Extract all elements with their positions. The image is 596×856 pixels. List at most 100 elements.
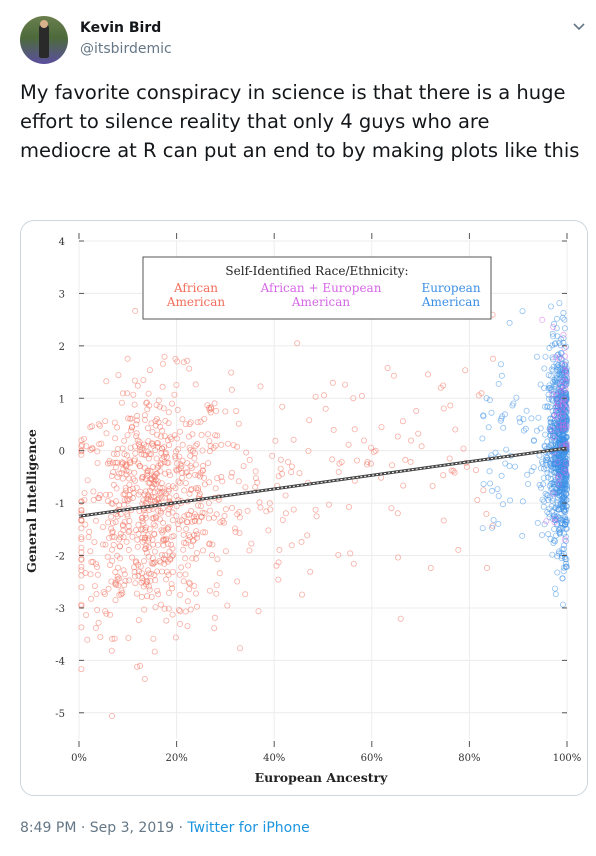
scatter-point-european-american: [510, 400, 517, 407]
scatter-point-african-american: [164, 540, 171, 547]
scatter-point-african-american: [363, 461, 370, 468]
scatter-point-african-american: [394, 433, 401, 440]
chart-legend: Self-Identified Race/Ethnicity: African …: [142, 256, 492, 320]
scatter-point-african-american: [165, 506, 172, 513]
scatter-point-african-american: [325, 501, 332, 508]
scatter-point-european-american: [546, 482, 553, 489]
scatter-point-african-american: [104, 497, 111, 504]
scatter-point-european-american: [560, 485, 567, 492]
scatter-point-african-american: [321, 392, 328, 399]
scatter-point-african-american: [483, 564, 490, 571]
scatter-point-european-american: [550, 333, 557, 340]
y-tick-label: -1: [55, 499, 65, 510]
scatter-point-african-american: [142, 451, 149, 458]
avatar[interactable]: [20, 16, 68, 64]
scatter-point-african-american: [313, 513, 320, 520]
scatter-point-african-american: [204, 402, 211, 409]
scatter-point-african-american: [276, 546, 283, 553]
scatter-point-african-american: [121, 497, 128, 504]
scatter-point-european-american: [516, 415, 523, 422]
scatter-point-african-american: [78, 563, 85, 570]
scatter-point-african-american: [228, 386, 235, 393]
scatter-point-mixed: [559, 377, 566, 384]
scatter-point-european-american: [560, 494, 567, 501]
scatter-point-african-american: [158, 450, 165, 457]
scatter-point-african-american: [235, 478, 242, 485]
scatter-point-european-american: [554, 363, 561, 370]
scatter-point-african-american: [124, 452, 131, 459]
scatter-point-mixed: [560, 396, 567, 403]
scatter-point-african-american: [134, 417, 141, 424]
scatter-point-african-american: [83, 443, 90, 450]
scatter-point-african-american: [194, 440, 201, 447]
scatter-point-european-american: [552, 538, 559, 545]
scatter-point-african-american: [397, 615, 404, 622]
scatter-point-european-american: [553, 366, 560, 373]
scatter-point-african-american: [108, 647, 115, 654]
tweet-media[interactable]: 4 3 2 1 0 -1 -2 -3 -4 -5 0% 20% 40% 60% 80% 100% Self-I…: [20, 220, 588, 796]
scatter-point-european-american: [530, 464, 537, 471]
scatter-point-african-american: [149, 483, 156, 490]
scatter-point-african-american: [180, 531, 187, 538]
scatter-point-african-american: [102, 608, 109, 615]
legend-entry-mixed-1: African + European: [260, 281, 382, 295]
scatter-point-mixed: [557, 383, 564, 390]
tweet-timestamp[interactable]: 8:49 PM · Sep 3, 2019: [20, 820, 175, 836]
scatter-point-european-american: [551, 451, 558, 458]
scatter-point-african-american: [117, 555, 124, 562]
scatter-point-african-american: [152, 470, 159, 477]
scatter-point-african-american: [234, 578, 241, 585]
y-tick-label: -2: [55, 552, 65, 563]
scatter-point-european-american: [546, 514, 553, 521]
scatter-point-african-american: [173, 512, 180, 519]
scatter-point-european-american: [536, 452, 543, 459]
scatter-point-african-american: [78, 525, 85, 532]
scatter-point-european-american: [553, 325, 560, 332]
scatter-point-european-american: [543, 459, 550, 466]
scatter-point-african-american: [124, 511, 131, 518]
scatter-point-african-american: [139, 534, 146, 541]
author-name[interactable]: Kevin Bird: [80, 20, 162, 36]
scatter-point-african-american: [195, 518, 202, 525]
y-tick-label: -3: [55, 604, 65, 615]
scatter-point-african-american: [134, 663, 141, 670]
scatter-point-african-american: [115, 564, 122, 571]
scatter-point-african-american: [408, 437, 415, 444]
scatter-point-european-american: [480, 481, 487, 488]
scatter-point-african-american: [121, 491, 128, 498]
tweet-source-link[interactable]: Twitter for iPhone: [187, 820, 310, 836]
scatter-point-african-american: [139, 517, 146, 524]
scatter-point-african-american: [232, 528, 239, 535]
scatter-point-european-american: [562, 482, 569, 489]
scatter-point-african-american: [78, 544, 85, 551]
scatter-point-african-american: [211, 400, 218, 407]
scatter-point-african-american: [244, 507, 251, 514]
scatter-point-european-american: [552, 585, 559, 592]
scatter-point-african-american: [298, 591, 305, 598]
chevron-down-icon[interactable]: [572, 20, 586, 34]
scatter-point-african-american: [149, 515, 156, 522]
scatter-point-african-american: [178, 474, 185, 481]
tweet-footer: 8:49 PM · Sep 3, 2019 · Twitter for iPho…: [20, 820, 310, 836]
scatter-point-african-american: [87, 548, 94, 555]
scatter-point-african-american: [121, 437, 128, 444]
scatter-point-african-american: [181, 513, 188, 520]
scatter-point-african-american: [141, 675, 148, 682]
scatter-point-european-american: [541, 521, 548, 528]
scatter-point-african-american: [155, 397, 162, 404]
author-handle[interactable]: @itsbirdemic: [80, 41, 172, 57]
scatter-point-african-american: [189, 555, 196, 562]
scatter-point-african-american: [172, 634, 179, 641]
scatter-point-european-american: [559, 416, 566, 423]
scatter-point-african-american: [135, 521, 142, 528]
scatter-point-mixed: [555, 426, 562, 433]
scatter-point-african-american: [149, 536, 156, 543]
scatter-point-african-american: [282, 510, 289, 517]
scatter-point-european-american: [495, 520, 502, 527]
scatter-point-european-american: [550, 367, 557, 374]
scatter-point-african-american: [106, 534, 113, 541]
scatter-point-african-american: [146, 526, 153, 533]
scatter-point-african-american: [265, 527, 272, 534]
scatter-point-african-american: [474, 496, 481, 503]
y-tick-label: 4: [59, 237, 65, 248]
